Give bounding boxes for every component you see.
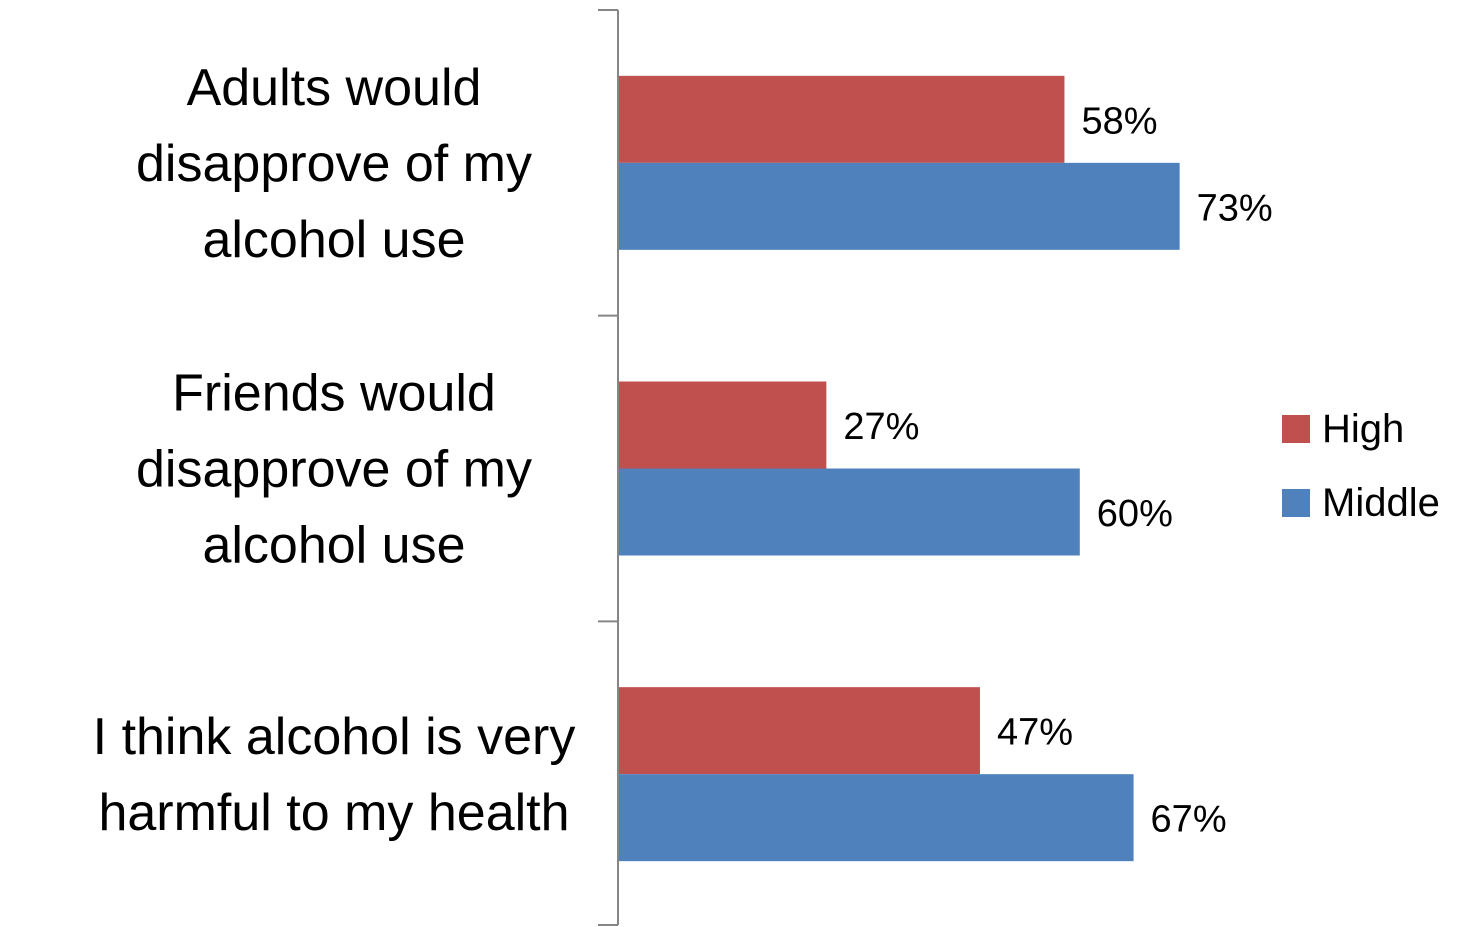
legend-label-middle: Middle	[1322, 481, 1440, 525]
data-label: 73%	[1197, 187, 1273, 229]
category-label-line: alcohol use	[202, 517, 465, 575]
data-label: 47%	[997, 712, 1073, 754]
data-labels: 58% 73% 27% 60% 47% 67%	[843, 100, 1272, 840]
category-label-line: I think alcohol is very	[93, 708, 576, 766]
category-label-line: disapprove of my	[136, 441, 532, 499]
category-label-line: Adults would	[187, 59, 482, 117]
category-label-line: disapprove of my	[136, 135, 532, 193]
bar-high	[619, 687, 980, 775]
data-label: 67%	[1151, 799, 1227, 841]
category-labels: Adults would disapprove of my alcohol useF…	[93, 59, 576, 842]
bar-middle	[619, 468, 1080, 556]
bar-middle	[619, 774, 1134, 862]
data-label: 27%	[843, 406, 919, 448]
category-label-line: Friends would	[172, 365, 496, 423]
data-label: 58%	[1081, 100, 1157, 142]
category-label-line: alcohol use	[202, 211, 465, 269]
bar-high	[619, 381, 827, 469]
bars	[619, 75, 1180, 862]
bar-middle	[619, 162, 1180, 250]
category-axis	[598, 9, 619, 926]
legend-swatch-middle	[1282, 489, 1310, 517]
legend-label-high: High	[1322, 407, 1404, 451]
bar-high	[619, 75, 1065, 163]
legend-swatch-high	[1282, 415, 1310, 443]
category-label-line: harmful to my health	[98, 784, 569, 842]
category-label: I think alcohol is very harmful to my hea…	[93, 708, 576, 842]
category-label: Friends would disapprove of my alcohol use	[136, 365, 532, 575]
data-label: 60%	[1097, 493, 1173, 535]
category-label: Adults would disapprove of my alcohol use	[136, 59, 532, 269]
legend: High Middle	[1282, 407, 1440, 525]
